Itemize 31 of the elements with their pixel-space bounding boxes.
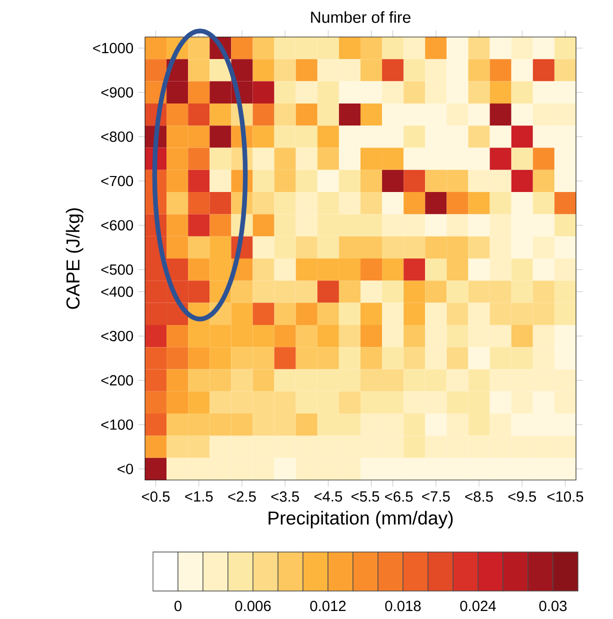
y-tick-label: <900 [101, 87, 134, 98]
x-tick-label: <6.5 [385, 491, 413, 502]
x-tick-label: <10.5 [547, 491, 584, 502]
x-tick-label: <7.5 [422, 491, 450, 502]
y-tick-label: <200 [101, 375, 134, 386]
x-tick-label: <2.5 [228, 491, 256, 502]
x-tick-label: <8.5 [465, 491, 493, 502]
x-axis-title: Precipitation (mm/day) [268, 510, 453, 528]
y-tick-label: <0 [118, 464, 134, 474]
color-bar-label: 0 [174, 600, 182, 612]
y-tick-label: <600 [101, 220, 134, 230]
y-tick-label: <400 [101, 286, 134, 297]
y-tick-label: <700 [101, 176, 134, 186]
x-tick-label: <9.5 [508, 491, 536, 502]
color-bar-label: 0.012 [310, 600, 346, 612]
x-tick-label: <4.5 [314, 491, 342, 502]
x-tick-label: <0.5 [142, 491, 170, 502]
y-axis-title: CAPE (J/kg) [66, 208, 84, 309]
y-tick-label: <300 [101, 330, 134, 342]
y-tick-label: <1000 [93, 42, 134, 54]
x-tick-label: <3.5 [271, 491, 299, 502]
x-tick-label: <5.5 [352, 491, 380, 502]
color-bar-label: 0.006 [235, 600, 271, 612]
x-tick-label: <1.5 [185, 491, 213, 502]
color-bar-label: 0.024 [460, 600, 496, 612]
chart-title: Number of fire [311, 11, 410, 23]
color-bar-label: 0.018 [385, 600, 421, 612]
y-tick-label: <500 [101, 264, 134, 275]
y-tick-label: <800 [101, 132, 134, 142]
color-bar-label: 0.03 [539, 600, 567, 612]
y-tick-label: <100 [101, 419, 134, 430]
